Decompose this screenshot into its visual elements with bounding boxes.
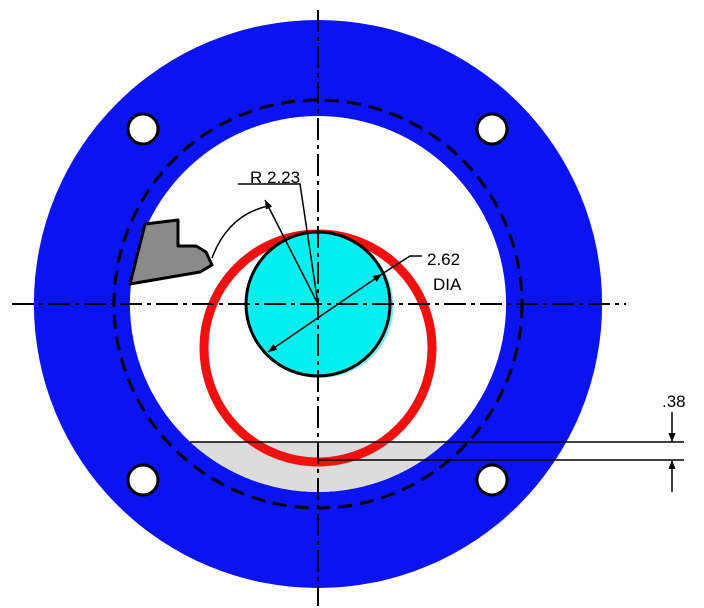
bolt-hole-top-left	[126, 112, 160, 146]
radius-label: R 2.23	[250, 168, 300, 187]
radius-leader	[238, 183, 319, 305]
diameter-suffix: DIA	[433, 275, 462, 294]
offset-label: .38	[662, 392, 686, 411]
flange-ring	[33, 19, 603, 589]
diameter-arrow	[267, 273, 383, 353]
cutting-chip	[128, 218, 214, 286]
bolt-hole-bottom-right	[475, 463, 509, 497]
radius-arc	[211, 205, 269, 259]
bolt-hole-top-right	[475, 112, 509, 146]
diameter-leader	[381, 255, 422, 275]
diameter-value: 2.62	[427, 250, 460, 269]
bolt-hole-bottom-left	[126, 463, 160, 497]
